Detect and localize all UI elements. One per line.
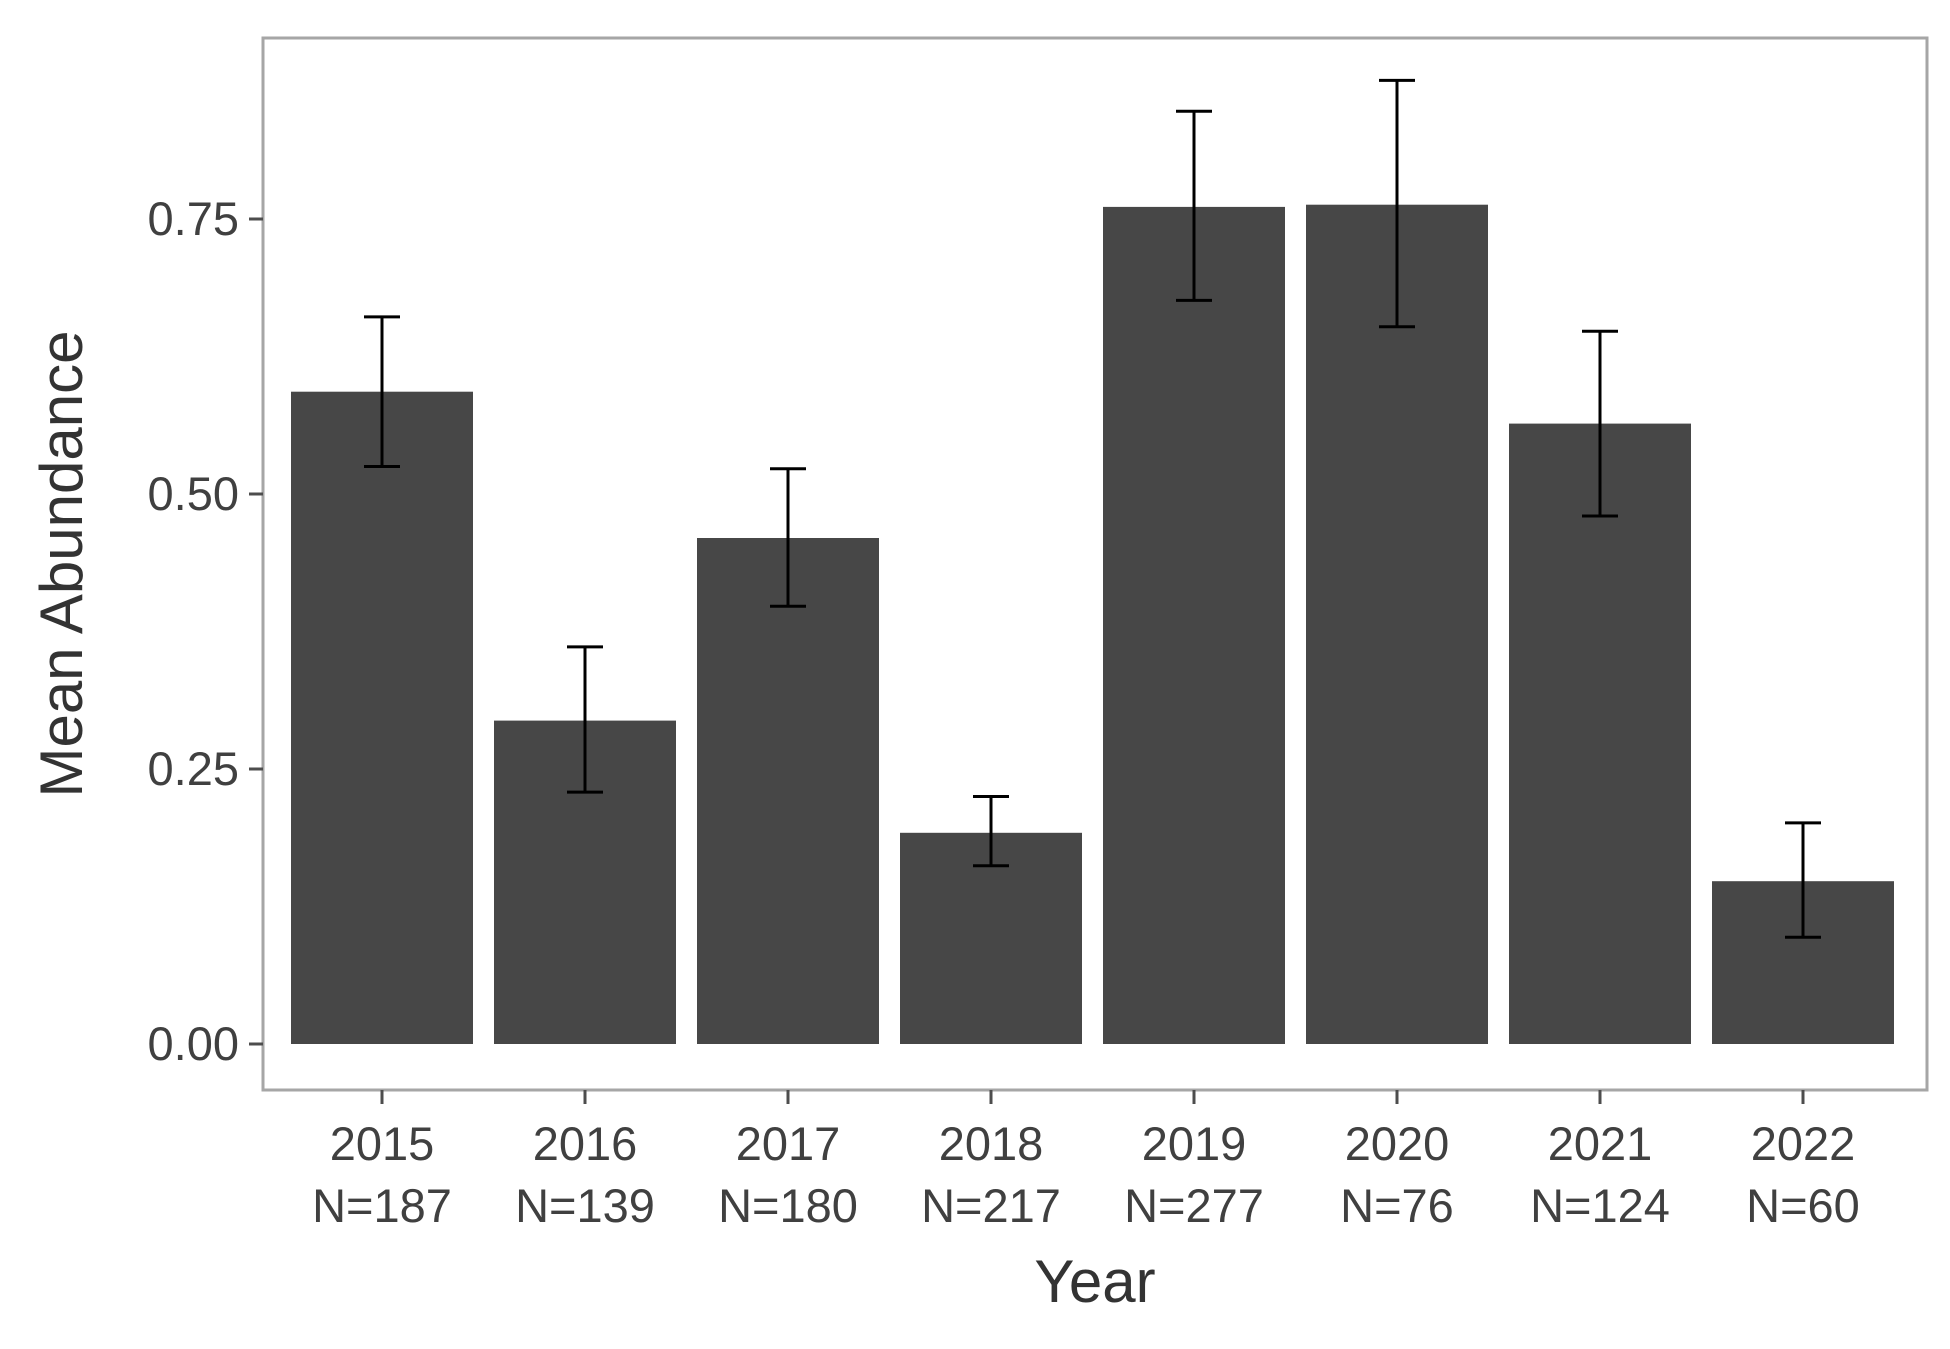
plot-panel-border <box>261 36 1929 1092</box>
bar-2021 <box>1509 423 1691 1045</box>
error-bar-2019 <box>1176 109 1212 302</box>
error-bar-2018 <box>973 795 1009 868</box>
x-tick-label-year: 2018 <box>939 1117 1044 1170</box>
y-axis: 0.00 0.25 0.50 0.75 <box>148 192 263 1070</box>
x-tick-label-sample-size: N=124 <box>1530 1179 1670 1232</box>
error-bar-2015 <box>364 315 400 468</box>
error-bars <box>364 78 1821 939</box>
x-tick-label-sample-size: N=217 <box>921 1179 1061 1232</box>
bar-2017 <box>697 538 879 1044</box>
error-bar-2021 <box>1582 329 1618 518</box>
x-tick-label-year: 2019 <box>1142 1117 1247 1170</box>
x-tick-label-sample-size: N=139 <box>515 1179 655 1232</box>
y-tick-label: 0.00 <box>148 1017 239 1070</box>
x-tick-label-year: 2022 <box>1751 1117 1856 1170</box>
x-tick-label-year: 2017 <box>736 1117 841 1170</box>
bar-2020 <box>1306 204 1488 1044</box>
error-bar-2016 <box>567 645 603 794</box>
y-axis-title: Mean Abundance <box>28 330 95 797</box>
error-bar-2017 <box>770 467 806 608</box>
x-tick-label-year: 2021 <box>1548 1117 1653 1170</box>
bar-2015 <box>291 391 473 1044</box>
bars <box>291 204 1894 1045</box>
x-tick-label-sample-size: N=60 <box>1746 1179 1860 1232</box>
x-tick-label-year: 2015 <box>330 1117 435 1170</box>
error-bar-2022 <box>1785 821 1821 939</box>
y-tick-label: 0.75 <box>148 192 239 245</box>
x-tick-label-year: 2016 <box>533 1117 638 1170</box>
x-axis-title: Year <box>1034 1248 1155 1315</box>
bar-2019 <box>1103 206 1285 1044</box>
error-bar-2020 <box>1379 78 1415 329</box>
y-tick-label: 0.50 <box>148 467 239 520</box>
x-tick-label-year: 2020 <box>1345 1117 1450 1170</box>
x-axis: 2015 N=187 2016 N=139 2017 N=180 2018 N=217 2019… <box>312 1090 1860 1232</box>
x-tick-label-sample-size: N=76 <box>1340 1179 1454 1232</box>
x-tick-label-sample-size: N=277 <box>1124 1179 1264 1232</box>
y-tick-label: 0.25 <box>148 742 239 795</box>
x-tick-label-sample-size: N=180 <box>718 1179 858 1232</box>
bar-2018 <box>900 832 1082 1044</box>
x-tick-label-sample-size: N=187 <box>312 1179 452 1232</box>
